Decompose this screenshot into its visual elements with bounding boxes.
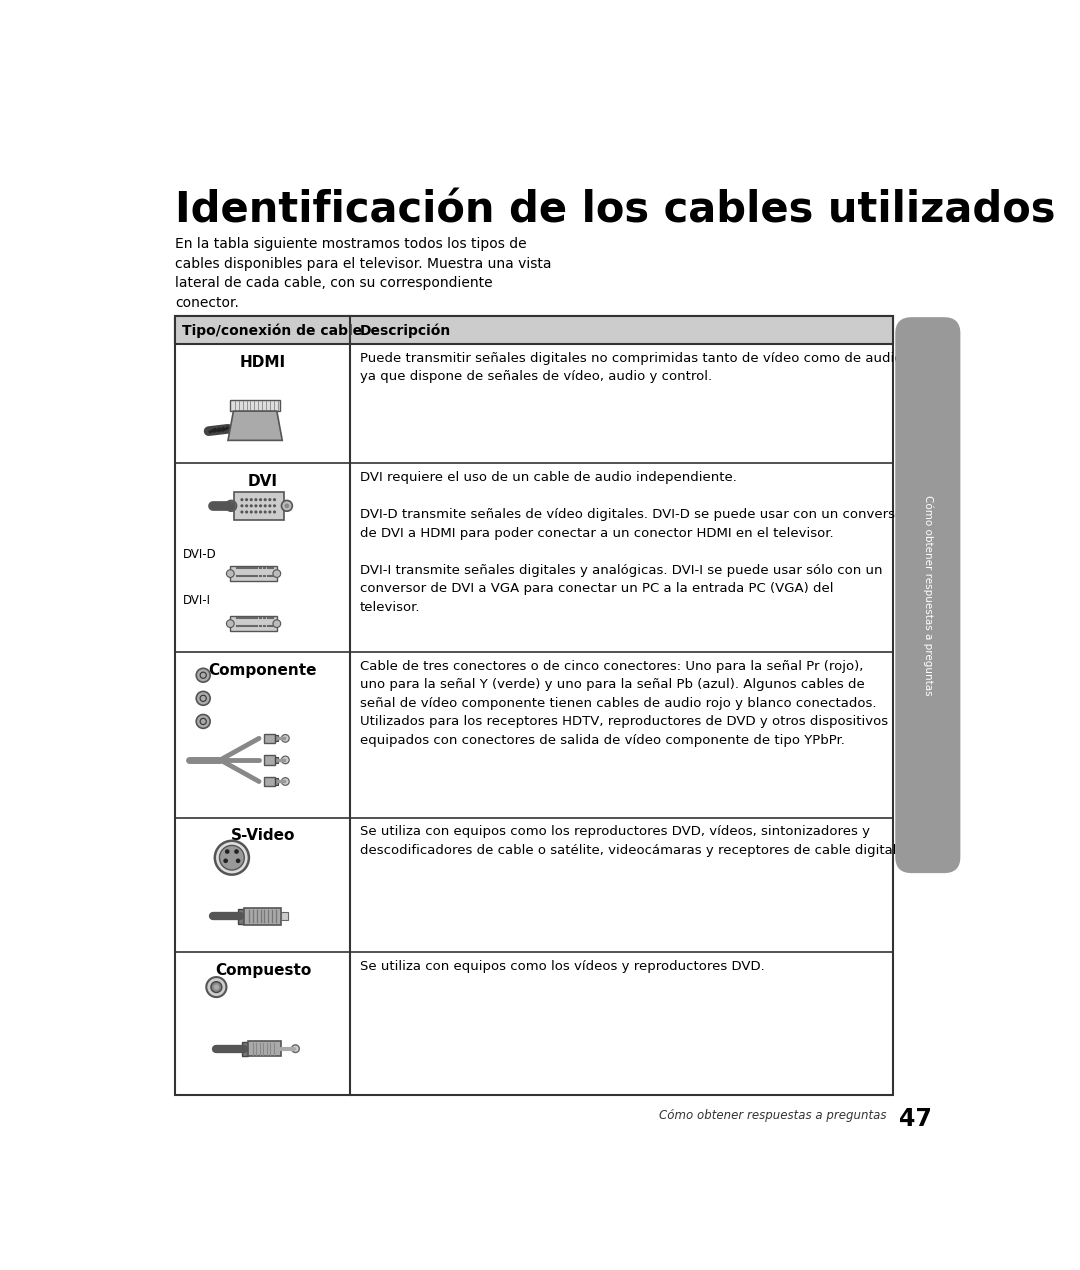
Circle shape bbox=[273, 620, 281, 627]
Text: HDMI: HDMI bbox=[240, 354, 286, 370]
Bar bbox=[238, 908, 244, 925]
Circle shape bbox=[259, 498, 262, 502]
Circle shape bbox=[273, 498, 276, 502]
Bar bbox=[230, 616, 276, 631]
Bar bbox=[264, 734, 274, 743]
Bar bbox=[230, 400, 280, 411]
Circle shape bbox=[219, 846, 244, 870]
Text: Compuesto: Compuesto bbox=[215, 963, 311, 978]
Bar bbox=[234, 491, 284, 519]
Text: Puede transmitir señales digitales no comprimidas tanto de vídeo como de audio,
: Puede transmitir señales digitales no co… bbox=[360, 352, 906, 384]
Bar bbox=[244, 908, 282, 925]
Circle shape bbox=[200, 719, 206, 724]
Circle shape bbox=[224, 859, 228, 864]
Circle shape bbox=[234, 850, 239, 853]
Bar bbox=[282, 912, 287, 919]
Circle shape bbox=[245, 498, 248, 502]
Text: Tipo/conexión de cable: Tipo/conexión de cable bbox=[181, 323, 362, 338]
Circle shape bbox=[249, 498, 253, 502]
Circle shape bbox=[229, 503, 233, 508]
Circle shape bbox=[225, 850, 230, 853]
Circle shape bbox=[245, 504, 248, 508]
Circle shape bbox=[227, 570, 234, 578]
Text: 47: 47 bbox=[900, 1107, 932, 1132]
Circle shape bbox=[197, 715, 211, 729]
Circle shape bbox=[226, 500, 237, 512]
Circle shape bbox=[273, 504, 276, 508]
Text: Cable de tres conectores o de cinco conectores: Uno para la señal Pr (rojo),
uno: Cable de tres conectores o de cinco cone… bbox=[360, 660, 888, 747]
Circle shape bbox=[249, 511, 253, 513]
Circle shape bbox=[235, 859, 241, 864]
Circle shape bbox=[214, 984, 219, 989]
Circle shape bbox=[241, 498, 243, 502]
FancyBboxPatch shape bbox=[895, 318, 960, 872]
Circle shape bbox=[273, 511, 276, 513]
Text: En la tabla siguiente mostramos todos los tipos de
cables disponibles para el te: En la tabla siguiente mostramos todos lo… bbox=[175, 237, 552, 310]
Text: Se utiliza con equipos como los reproductores DVD, vídeos, sintonizadores y
desc: Se utiliza con equipos como los reproduc… bbox=[360, 826, 901, 857]
Bar bbox=[230, 566, 276, 582]
Circle shape bbox=[241, 511, 243, 513]
Bar bbox=[274, 757, 279, 763]
Bar bbox=[264, 756, 274, 765]
Circle shape bbox=[249, 504, 253, 508]
Circle shape bbox=[200, 695, 206, 701]
Circle shape bbox=[282, 777, 289, 785]
Bar bbox=[175, 316, 893, 344]
Circle shape bbox=[241, 504, 243, 508]
Circle shape bbox=[284, 503, 289, 508]
Text: DVI-I: DVI-I bbox=[183, 594, 211, 607]
Bar bbox=[242, 1041, 248, 1055]
Circle shape bbox=[259, 504, 262, 508]
Circle shape bbox=[282, 756, 289, 763]
Text: S-Video: S-Video bbox=[231, 828, 295, 843]
Circle shape bbox=[255, 511, 257, 513]
Text: Identificación de los cables utilizados: Identificación de los cables utilizados bbox=[175, 189, 1056, 231]
Circle shape bbox=[268, 511, 271, 513]
Circle shape bbox=[197, 691, 211, 705]
Circle shape bbox=[264, 511, 267, 513]
Circle shape bbox=[259, 511, 262, 513]
Circle shape bbox=[211, 982, 221, 992]
Circle shape bbox=[282, 734, 289, 742]
Polygon shape bbox=[282, 913, 286, 919]
Bar bbox=[274, 735, 279, 742]
Text: DVI: DVI bbox=[248, 474, 278, 489]
Circle shape bbox=[264, 504, 267, 508]
Text: Descripción: Descripción bbox=[360, 323, 451, 338]
Bar bbox=[248, 1041, 281, 1057]
Bar bbox=[175, 316, 893, 1095]
Circle shape bbox=[197, 668, 211, 682]
Text: Cómo obtener respuestas a preguntas: Cómo obtener respuestas a preguntas bbox=[659, 1109, 887, 1121]
Circle shape bbox=[255, 498, 257, 502]
Circle shape bbox=[227, 620, 234, 627]
Circle shape bbox=[273, 570, 281, 578]
Circle shape bbox=[245, 511, 248, 513]
Circle shape bbox=[282, 500, 293, 512]
Text: DVI-D: DVI-D bbox=[183, 549, 217, 561]
Circle shape bbox=[200, 672, 206, 678]
Circle shape bbox=[255, 504, 257, 508]
Circle shape bbox=[264, 498, 267, 502]
Text: Se utiliza con equipos como los vídeos y reproductores DVD.: Se utiliza con equipos como los vídeos y… bbox=[360, 960, 765, 973]
Text: Componente: Componente bbox=[208, 663, 318, 678]
Circle shape bbox=[215, 841, 248, 875]
Circle shape bbox=[268, 498, 271, 502]
Circle shape bbox=[268, 504, 271, 508]
Polygon shape bbox=[228, 411, 282, 441]
Bar bbox=[264, 777, 274, 786]
Text: DVI requiere el uso de un cable de audio independiente.

DVI-D transmite señales: DVI requiere el uso de un cable de audio… bbox=[360, 471, 908, 613]
Circle shape bbox=[206, 977, 227, 997]
Circle shape bbox=[292, 1045, 299, 1053]
Bar bbox=[274, 779, 279, 785]
Text: Cómo obtener respuestas a preguntas: Cómo obtener respuestas a preguntas bbox=[922, 495, 933, 696]
